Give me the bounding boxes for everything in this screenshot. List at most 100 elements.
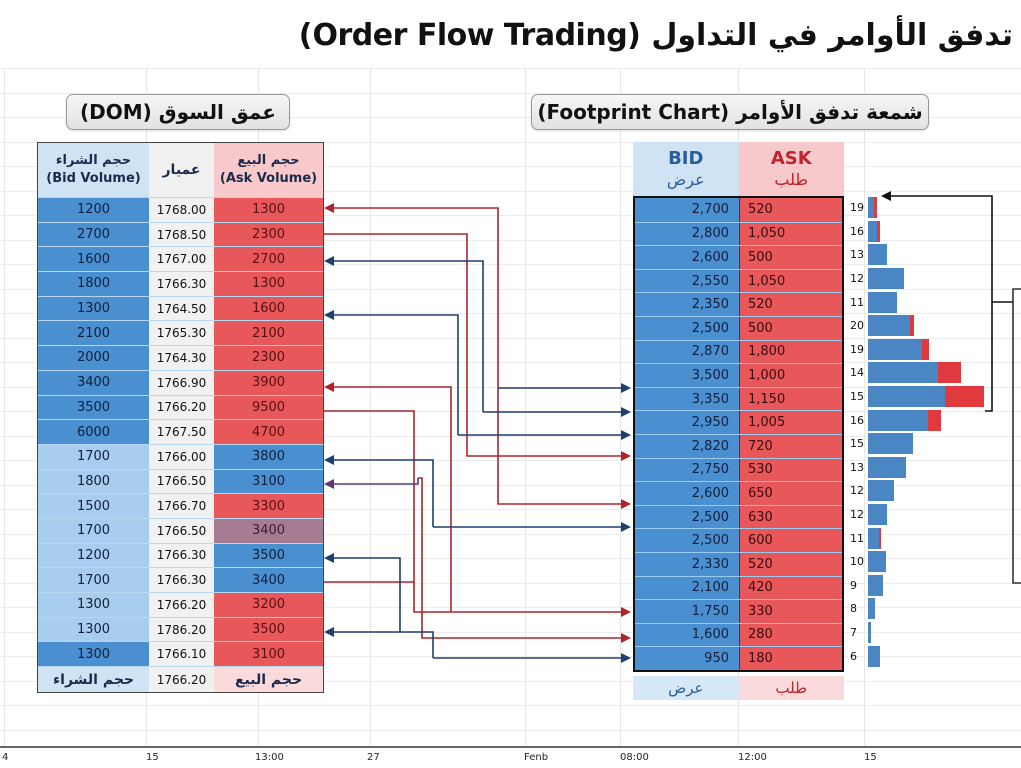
footprint-bid-cell: 2,600	[635, 482, 740, 505]
footprint-row: 2,750 530	[635, 457, 842, 482]
footprint-bid-cell: 3,350	[635, 387, 740, 411]
dom-row: 1700 1766.50 3400	[38, 517, 323, 543]
footprint-bid-cell: 1,750	[635, 600, 740, 623]
footprint-bid-footer: عرض	[633, 676, 739, 700]
ask-volume-cell: 1300	[214, 272, 323, 296]
volume-profile-bar	[868, 220, 984, 244]
bid-volume-header-en: (Bid Volume)	[46, 171, 141, 186]
footprint-ask-cell: 180	[740, 647, 842, 670]
volume-profile-bar	[868, 550, 984, 574]
dom-table-header: حجم الشراء (Bid Volume) عميار حجم البيع …	[38, 143, 323, 197]
footprint-row: 2,100 420	[635, 575, 842, 600]
volume-profile-bar	[868, 574, 984, 598]
footprint-ask-cell: 530	[740, 458, 842, 482]
ask-label-ar: طلب	[774, 170, 809, 189]
footprint-row: 2,700 520	[635, 198, 842, 222]
footprint-ask-cell: 520	[740, 198, 842, 222]
ask-volume-cell: 3100	[214, 469, 323, 494]
price-cell: 1766.20	[149, 395, 214, 420]
bid-volume-segment	[868, 433, 913, 455]
volume-profile-bar	[868, 503, 984, 527]
bid-volume-segment	[868, 480, 894, 502]
footprint-ask-cell: 1,150	[740, 387, 842, 411]
arrow-red	[324, 382, 452, 612]
dom-row: 1700 1766.30 3400	[38, 567, 323, 592]
volume-profile-bar	[868, 456, 984, 480]
dom-row: 1800 1766.50 3100	[38, 468, 323, 494]
bid-volume-cell: 1500	[38, 494, 149, 518]
dom-table-footer: حجم الشراء 1766.20 حجم البيع	[38, 666, 323, 693]
trade-count: 13	[850, 248, 864, 262]
footprint-ask-cell: 500	[740, 316, 842, 340]
footprint-row: 2,800 1,050	[635, 221, 842, 246]
bid-volume-segment	[868, 268, 904, 290]
footprint-row: 2,500 600	[635, 528, 842, 552]
footprint-ask-cell: 1,005	[740, 411, 842, 434]
ask-volume-footer: حجم البيع	[214, 667, 323, 693]
volume-profile-bar	[868, 361, 984, 385]
ask-volume-segment	[879, 527, 881, 549]
bid-volume-cell: 1300	[38, 296, 149, 321]
price-cell: 1768.50	[149, 222, 214, 247]
trade-count: 12	[850, 484, 864, 498]
bid-volume-cell: 1300	[38, 593, 149, 617]
price-cell: 1767.50	[149, 420, 214, 444]
ask-volume-segment	[928, 409, 941, 431]
bid-volume-header: حجم الشراء (Bid Volume)	[38, 143, 149, 197]
footprint-bid-cell: 2,870	[635, 340, 740, 364]
volume-profile-bar	[868, 597, 984, 621]
volume-profile-bar	[868, 243, 984, 267]
bid-volume-segment	[868, 409, 928, 431]
footprint-row: 2,500 630	[635, 504, 842, 529]
trade-count: 11	[850, 531, 864, 545]
bid-volume-cell: 1700	[38, 444, 149, 469]
price-header: عميار	[149, 143, 214, 197]
bid-volume-segment	[868, 527, 879, 549]
dom-row: 1200 1768.00 1300	[38, 197, 323, 222]
price-header-label: عميار	[162, 162, 201, 178]
price-cell: 1766.10	[149, 642, 214, 667]
bid-volume-segment	[868, 551, 886, 573]
bid-volume-segment	[868, 362, 938, 384]
footprint-candle: 2,700 520 2,800 1,050 2,600 500 2,550 1,050 2,35…	[633, 196, 844, 672]
trade-count: 16	[850, 224, 864, 238]
page-title: تدفق الأوامر في التداول (Order Flow Trad…	[298, 18, 1014, 53]
price-cell: 1766.50	[149, 469, 214, 494]
footprint-section-label: شمعة تدفق الأوامر (Footprint Chart)	[531, 94, 929, 130]
ask-volume-header-ar: حجم البيع	[237, 153, 300, 168]
footprint-ask-cell: 1,050	[740, 269, 842, 293]
bid-volume-cell: 1800	[38, 469, 149, 494]
footprint-bid-cell: 2,500	[635, 529, 740, 552]
footprint-ask-cell: 600	[740, 529, 842, 552]
x-axis-tick-label: Fenb	[524, 752, 549, 763]
ask-volume-segment	[874, 197, 877, 219]
price-cell: 1766.30	[149, 543, 214, 568]
ask-volume-cell: 3100	[214, 642, 323, 667]
ask-volume-segment	[938, 362, 961, 384]
bid-volume-cell: 2000	[38, 346, 149, 370]
trade-count: 6	[850, 649, 857, 663]
volume-profile-bar	[868, 267, 984, 291]
footprint-row: 3,500 1,000	[635, 363, 842, 387]
ask-volume-cell: 1600	[214, 296, 323, 321]
trade-count: 19	[850, 342, 864, 356]
footprint-bid-cell: 2,100	[635, 576, 740, 600]
footprint-ask-cell: 630	[740, 505, 842, 529]
bid-volume-cell: 3400	[38, 370, 149, 395]
volume-profile	[868, 196, 984, 668]
trade-count: 16	[850, 413, 864, 427]
dom-row: 3400 1766.90 3900	[38, 369, 323, 395]
dom-row: 1700 1766.00 3800	[38, 443, 323, 469]
dom-table-body: 1200 1768.00 1300 2700 1768.50 2300 1600 1767.0…	[38, 197, 323, 667]
ask-volume-cell: 3400	[214, 568, 323, 592]
trade-count: 15	[850, 390, 864, 404]
footprint-ask-cell: 520	[740, 552, 842, 576]
arrow-blue	[324, 455, 434, 527]
trade-count: 7	[850, 625, 857, 639]
x-axis-tick-label: 27	[367, 752, 380, 763]
bid-volume-segment	[868, 504, 887, 526]
poc-bracket-arrow	[881, 191, 993, 412]
dom-row: 1800 1766.30 1300	[38, 271, 323, 296]
price-cell: 1766.00	[149, 444, 214, 469]
